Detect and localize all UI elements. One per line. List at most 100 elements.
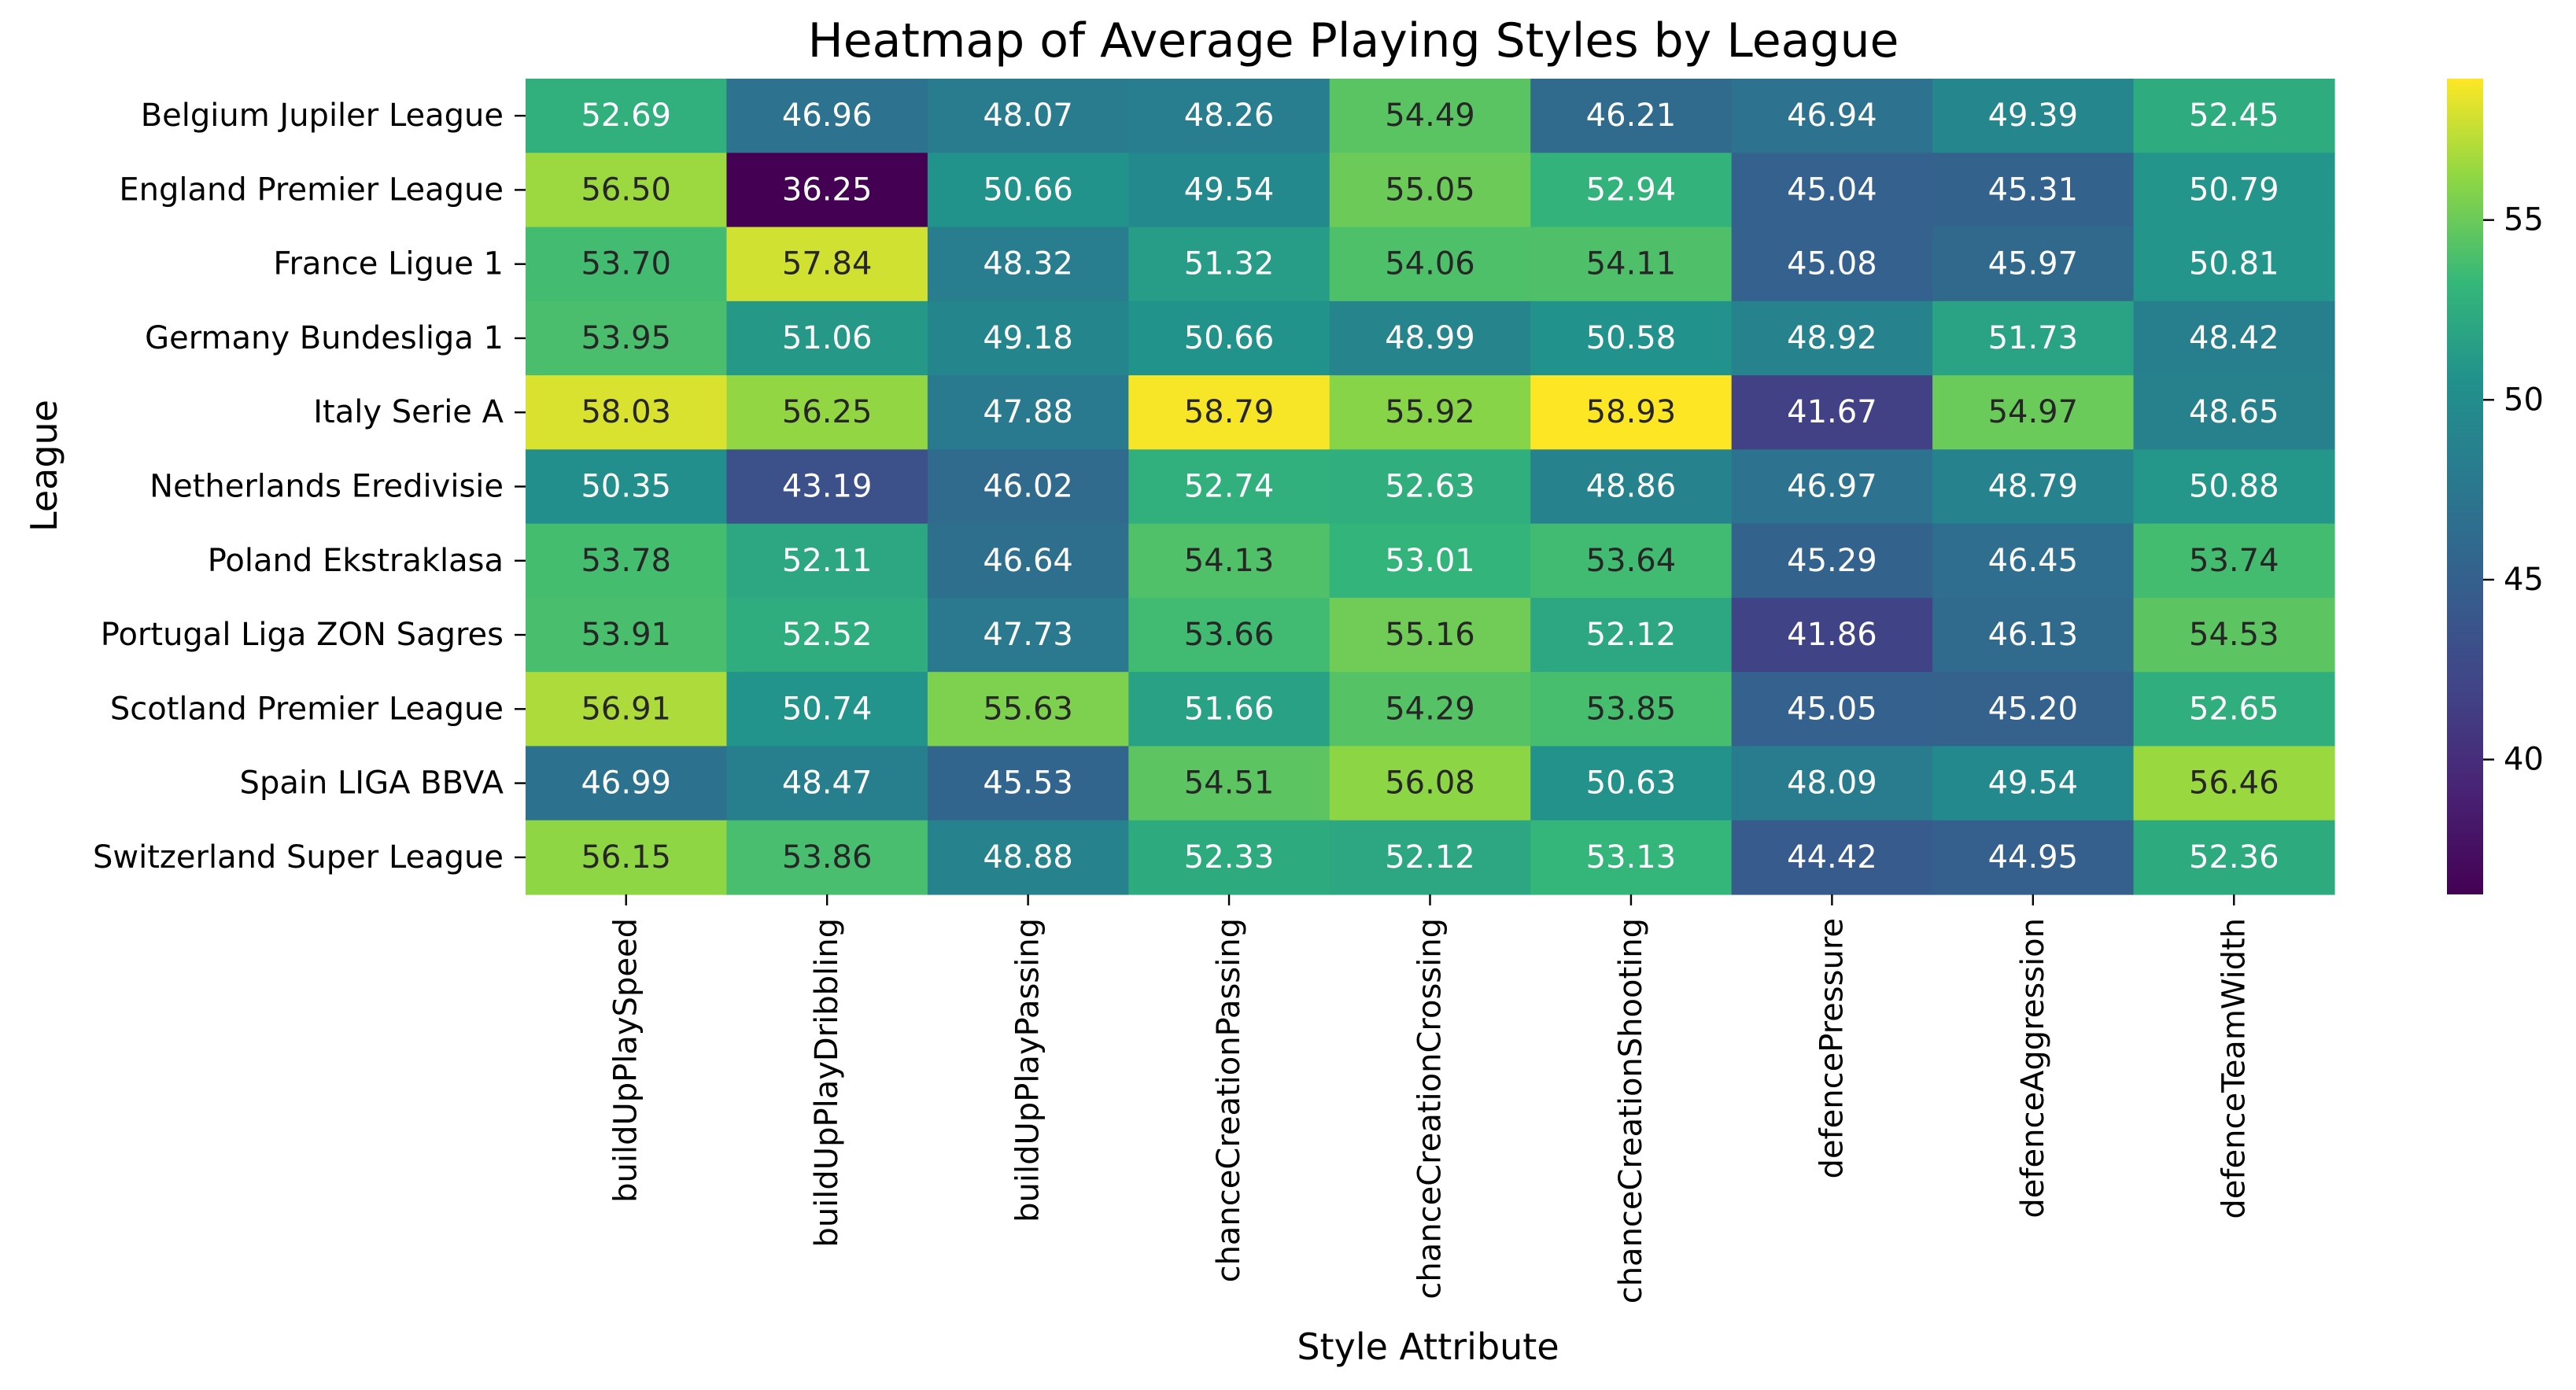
row-tick-label: Portugal Liga ZON Sagres	[101, 617, 504, 653]
heatmap-cell	[1731, 672, 1933, 747]
cell-value-label: 45.97	[1988, 246, 2079, 282]
row-tick-label: England Premier League	[119, 171, 504, 208]
heatmap-cell	[526, 523, 728, 599]
heatmap-cell	[1128, 153, 1330, 228]
heatmap-cell	[726, 746, 928, 821]
heatmap-cell	[1128, 227, 1330, 302]
heatmap-cell	[526, 820, 728, 895]
heatmap-cell	[1128, 672, 1330, 747]
heatmap-cell	[526, 227, 728, 302]
cell-value-label: 46.99	[581, 765, 671, 802]
cell-value-label: 53.66	[1184, 617, 1275, 653]
cell-value-label: 41.67	[1787, 394, 1877, 430]
heatmap-cell	[1932, 153, 2135, 228]
heatmap-cell	[1530, 820, 1733, 895]
heatmap-cell	[1530, 300, 1733, 376]
heatmap-cell	[1731, 153, 1933, 228]
row-tick-label: Poland Ekstraklasa	[208, 543, 504, 579]
heatmap-cell	[1530, 449, 1733, 525]
heatmap-cell	[1932, 597, 2135, 673]
heatmap-cell	[1731, 746, 1933, 821]
cell-value-label: 48.32	[983, 246, 1073, 282]
heatmap-cell	[1329, 746, 1531, 821]
heatmap-cell	[526, 672, 728, 747]
heatmap-cell	[526, 153, 728, 228]
row-tick-labels: Belgium Jupiler League England Premier Le…	[93, 98, 526, 876]
cell-value-label: 55.92	[1385, 394, 1475, 430]
heatmap-cells	[526, 79, 2335, 895]
cell-value-label: 45.05	[1787, 691, 1877, 727]
cell-value-label: 53.86	[782, 839, 873, 876]
cell-value-label: 56.50	[581, 171, 671, 208]
cell-value-label: 52.52	[782, 617, 873, 653]
colorbar-tick-label: 50	[2504, 382, 2544, 418]
heatmap-cell	[1932, 449, 2135, 525]
row-tick-label: Netherlands Eredivisie	[149, 469, 504, 505]
heatmap-cell	[1530, 672, 1733, 747]
cell-value-label: 48.09	[1787, 765, 1877, 802]
heatmap-cell	[927, 153, 1129, 228]
heatmap-cell	[1329, 153, 1531, 228]
cell-value-label: 54.49	[1385, 98, 1475, 134]
heatmap-cell	[1932, 820, 2135, 895]
heatmap-cell	[927, 672, 1129, 747]
heatmap-cell	[1530, 153, 1733, 228]
cell-value-label: 45.20	[1988, 691, 2079, 727]
heatmap-cell	[2133, 79, 2335, 153]
heatmap-cell	[1128, 746, 1330, 821]
colorbar: 40 45 50 55	[2447, 79, 2544, 894]
column-tick-label: chanceCreationPassing	[1211, 918, 1247, 1282]
heatmap-cell	[526, 746, 728, 821]
cell-value-label: 47.88	[983, 394, 1073, 430]
cell-value-label: 48.79	[1988, 469, 2079, 505]
cell-value-label: 56.46	[2189, 765, 2279, 802]
heatmap-cell	[1329, 300, 1531, 376]
cell-value-label: 54.29	[1385, 691, 1475, 727]
cell-value-label: 46.45	[1988, 543, 2079, 579]
cell-value-label: 53.85	[1586, 691, 1677, 727]
heatmap-cell	[2133, 375, 2335, 450]
row-tick-label: Scotland Premier League	[110, 691, 504, 727]
cell-value-label: 44.95	[1988, 839, 2079, 876]
heatmap-cell	[526, 79, 728, 153]
heatmap-cell	[1329, 597, 1531, 673]
cell-value-label: 46.96	[782, 98, 873, 134]
heatmap-cell	[1128, 597, 1330, 673]
colorbar-tick-label: 40	[2504, 742, 2544, 778]
cell-value-label: 52.69	[581, 98, 671, 134]
cell-value-label: 53.70	[581, 246, 671, 282]
heatmap-cell	[1128, 375, 1330, 450]
heatmap-cell	[1731, 523, 1933, 599]
column-tick-label: defencePressure	[1814, 918, 1850, 1178]
cell-value-label: 52.74	[1184, 469, 1275, 505]
cell-value-label: 45.08	[1787, 246, 1877, 282]
cell-value-label: 58.93	[1586, 394, 1677, 430]
y-axis-label: League	[23, 400, 65, 532]
cell-value-label: 46.13	[1988, 617, 2079, 653]
cell-value-label: 52.36	[2189, 839, 2279, 876]
heatmap-cell	[726, 153, 928, 228]
heatmap-cell	[1329, 79, 1531, 153]
column-tick-label: buildUpPlaySpeed	[608, 918, 644, 1203]
cell-value-label: 45.29	[1787, 543, 1877, 579]
heatmap-cell	[1731, 79, 1933, 153]
cell-value-label: 58.79	[1184, 394, 1275, 430]
cell-value-label: 50.58	[1586, 320, 1677, 356]
cell-value-label: 50.74	[782, 691, 873, 727]
heatmap-cell	[526, 300, 728, 376]
cell-value-label: 56.25	[782, 394, 873, 430]
chart-title: Heatmap of Average Playing Styles by Lea…	[808, 13, 1899, 68]
cell-value-label: 54.51	[1184, 765, 1275, 802]
cell-value-label: 48.26	[1184, 98, 1275, 134]
cell-value-label: 55.16	[1385, 617, 1475, 653]
cell-value-label: 53.95	[581, 320, 671, 356]
cell-value-label: 36.25	[782, 171, 873, 208]
cell-value-label: 52.94	[1586, 171, 1677, 208]
row-tick-label: France Ligue 1	[273, 246, 504, 282]
cell-value-label: 50.66	[983, 171, 1073, 208]
heatmap-cell	[726, 672, 928, 747]
heatmap-cell	[1731, 375, 1933, 450]
cell-value-label: 51.73	[1988, 320, 2079, 356]
heatmap-cell	[526, 375, 728, 450]
